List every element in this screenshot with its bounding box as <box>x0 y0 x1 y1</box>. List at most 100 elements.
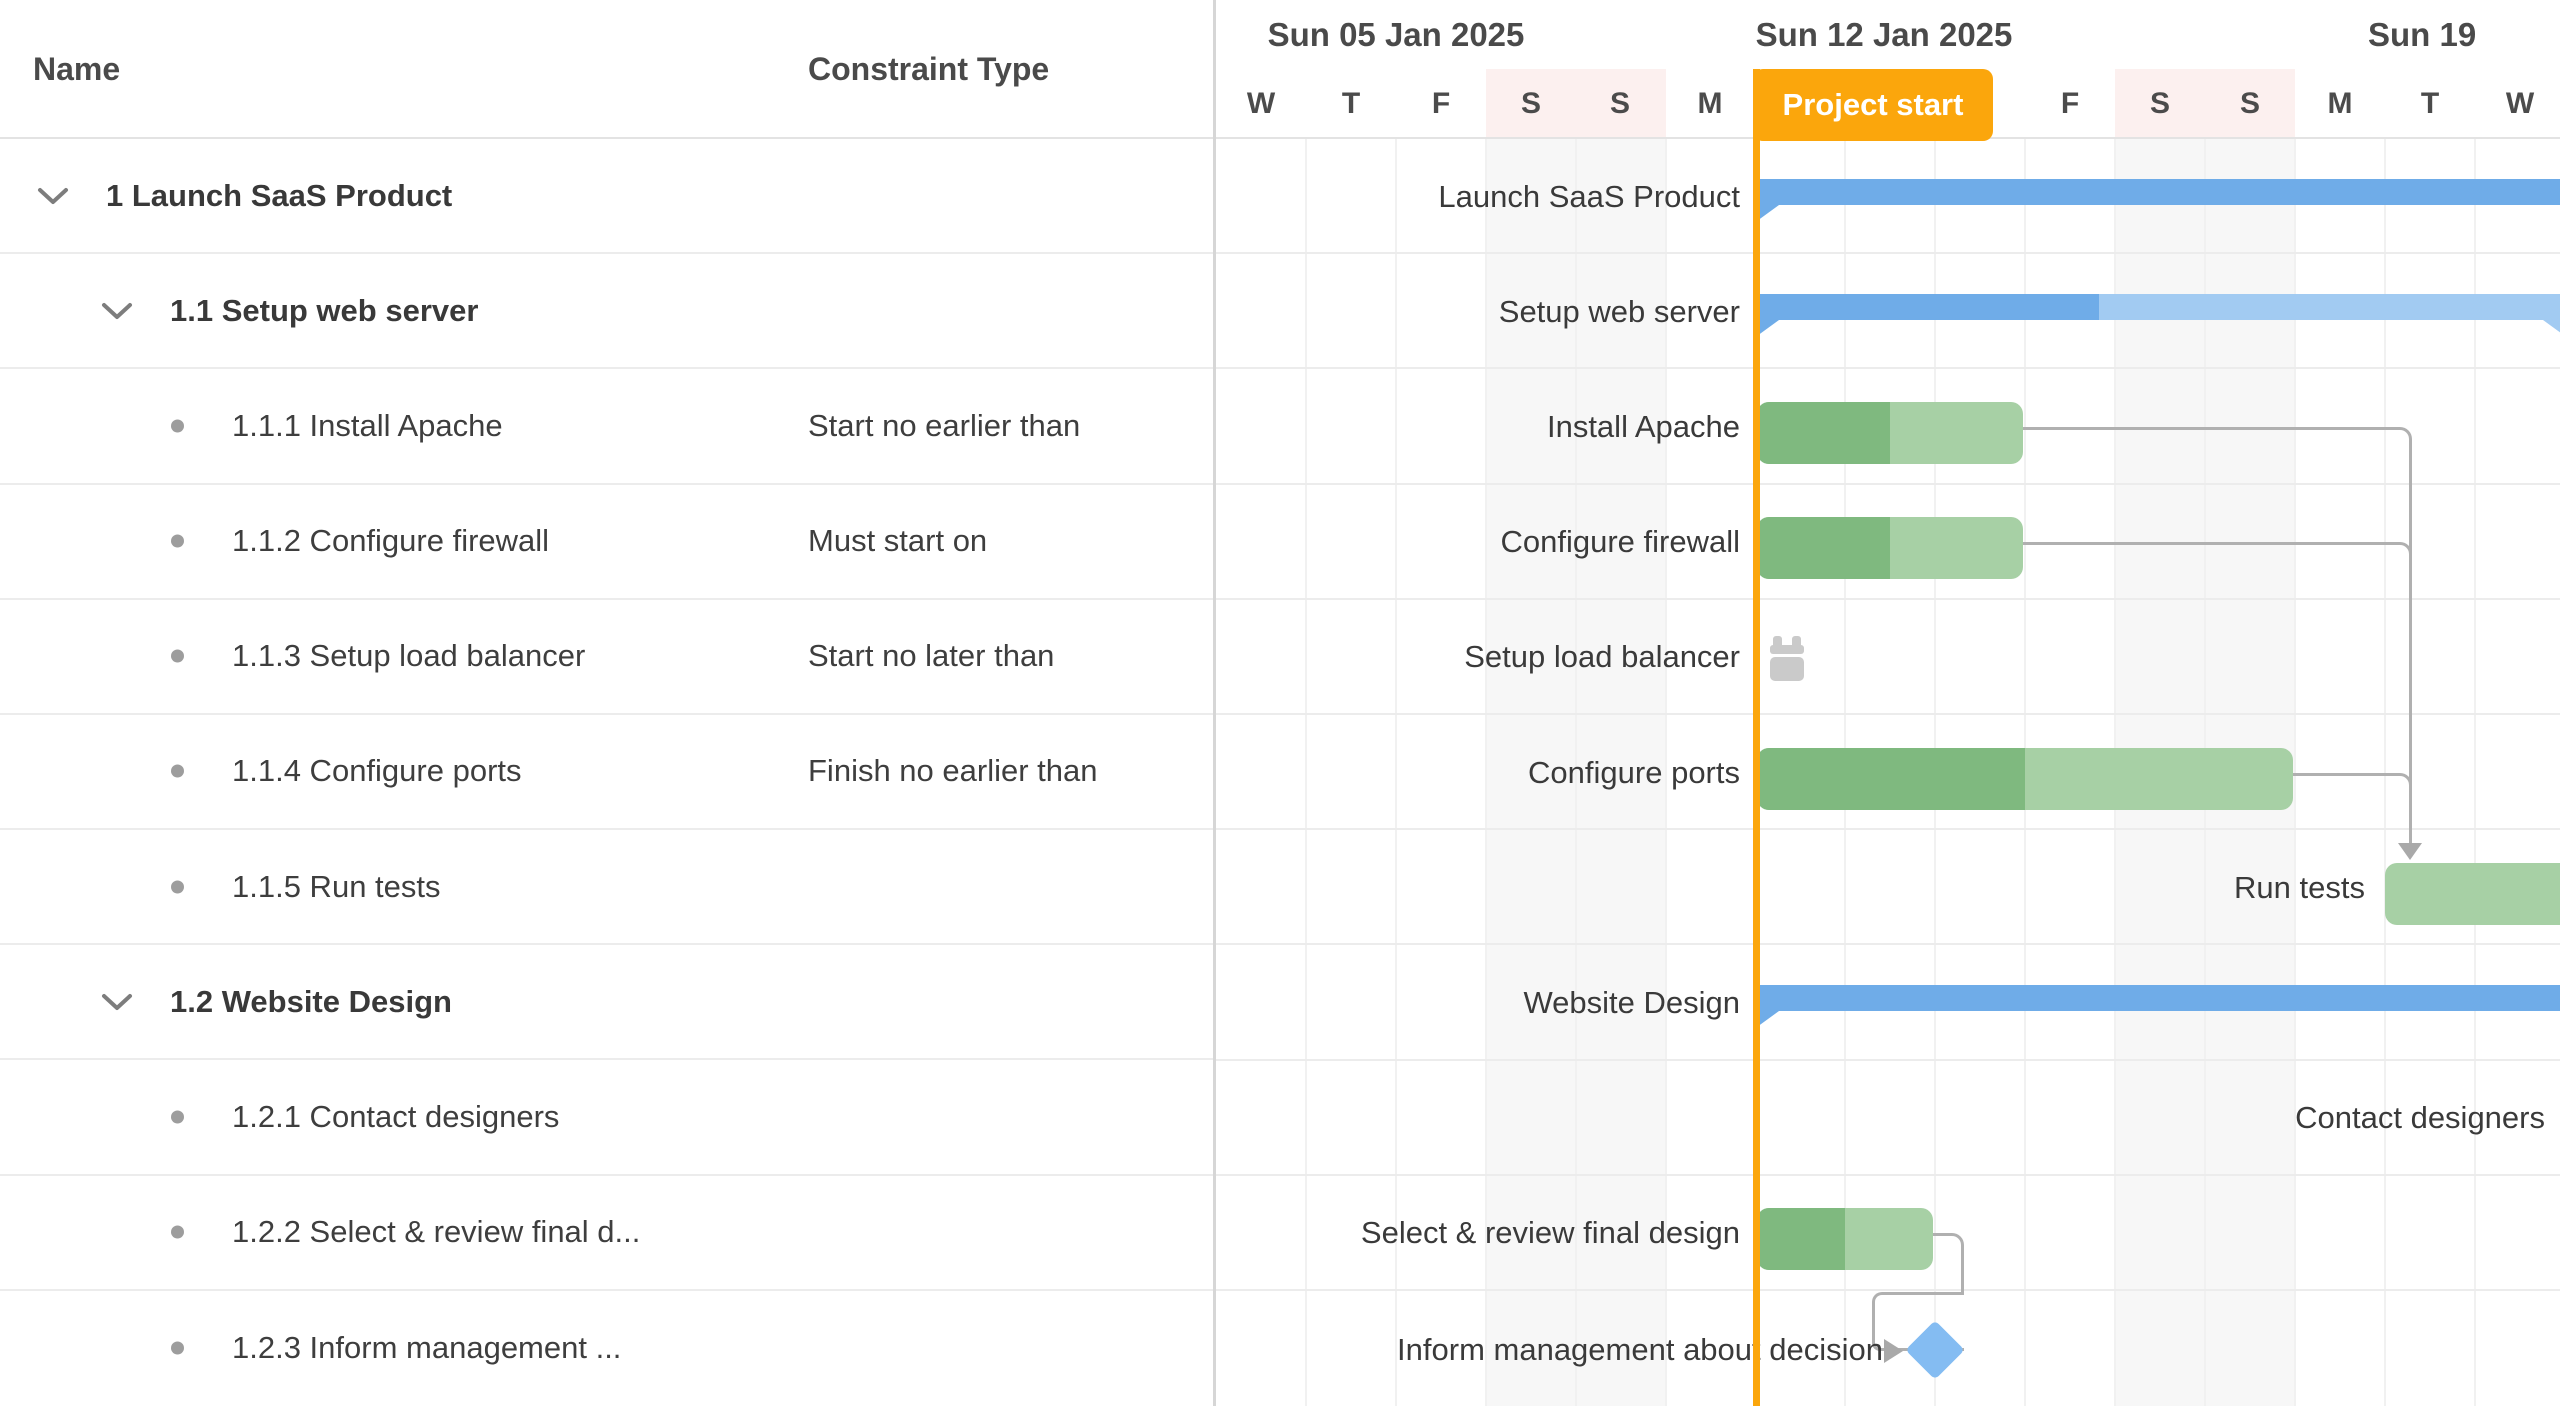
day-header-fri: F <box>1431 87 1451 120</box>
table-row-inform-management[interactable]: 1.2.3 Inform management ... <box>0 1291 1213 1406</box>
day-header-sun: S <box>2239 87 2260 120</box>
column-header-constraint-type[interactable]: Constraint Type <box>808 51 1050 87</box>
summary-progress <box>1757 293 2099 320</box>
leaf-bullet-icon <box>171 1225 184 1239</box>
bar-label-configure-ports: Configure ports <box>1528 754 1740 790</box>
leaf-bullet-icon <box>171 1341 184 1355</box>
bar-label-select-review-final-design: Select & review final design <box>1360 1215 1740 1251</box>
bar-label-website-design: Website Design <box>1523 984 1740 1020</box>
summary-bar-left-tab <box>1757 319 1779 336</box>
table-row-run-tests[interactable]: 1.1.5 Run tests <box>0 830 1213 946</box>
week-header-sun-05-jan: Sun 05 Jan 2025 <box>1267 15 1525 53</box>
day-gridline <box>1665 139 1667 1406</box>
leaf-bullet-icon <box>171 649 184 663</box>
weekend-shade-header <box>1486 69 1666 139</box>
row-border <box>1216 1288 2560 1291</box>
constraint-type-value[interactable]: Start no later than <box>808 638 1055 674</box>
bar-label-setup-load-balancer: Setup load balancer <box>1464 639 1740 675</box>
task-name: 1.2 Website Design <box>170 983 452 1019</box>
column-header-name[interactable]: Name <box>33 51 121 87</box>
gantt-chart-panel: Sun 05 Jan 2025 Sun 12 Jan 2025 Sun 19 W… <box>1216 0 2560 1406</box>
bar-label-configure-firewall: Configure firewall <box>1500 524 1741 560</box>
task-name: 1.1.2 Configure firewall <box>232 523 550 559</box>
day-gridline <box>1305 139 1307 1406</box>
table-row-select-review-final-design[interactable]: 1.2.2 Select & review final d... <box>0 1176 1213 1291</box>
chevron-down-icon[interactable] <box>100 992 134 1012</box>
bar-label-install-apache: Install Apache <box>1546 409 1740 444</box>
task-name: 1.1.4 Configure ports <box>232 753 522 789</box>
task-progress <box>1757 517 1890 580</box>
day-header-mon: M <box>2327 87 2353 120</box>
day-header-tue: T <box>2420 87 2440 120</box>
unscheduled-calendar-icon <box>1770 636 1804 681</box>
day-header-sat: S <box>1520 87 1541 120</box>
leaf-bullet-icon <box>171 764 184 778</box>
chevron-down-icon[interactable] <box>36 186 70 206</box>
task-name: 1.2.1 Contact designers <box>232 1099 560 1135</box>
leaf-bullet-icon <box>171 419 184 433</box>
constraint-type-value[interactable]: Must start on <box>808 523 988 559</box>
table-row-setup-web-server[interactable]: 1.1 Setup web server <box>0 254 1213 370</box>
task-progress <box>1757 402 1890 464</box>
table-row-launch-saas-product[interactable]: 1 Launch SaaS Product <box>0 139 1213 255</box>
task-bar-install-apache[interactable] <box>1757 402 2023 464</box>
bar-label-contact-designers: Contact designers <box>2295 1100 2545 1136</box>
chevron-down-icon[interactable] <box>100 301 134 321</box>
row-border <box>1216 367 2560 370</box>
summary-bar-right-tab <box>2543 319 2560 336</box>
table-row-contact-designers[interactable]: 1.2.1 Contact designers <box>0 1061 1213 1176</box>
day-header-mon: M <box>1697 87 1723 120</box>
task-bar-configure-ports[interactable] <box>1757 747 2293 810</box>
task-progress <box>1757 747 2025 810</box>
day-header-sat: S <box>2149 87 2170 120</box>
day-header-wed: W <box>2505 87 2535 120</box>
table-row-website-design[interactable]: 1.2 Website Design <box>0 945 1213 1061</box>
task-bar-configure-firewall[interactable] <box>1757 517 2023 580</box>
dependency-arrow-right-icon <box>1884 1339 1903 1363</box>
project-start-marker-line <box>1753 69 1760 1406</box>
constraint-type-value[interactable]: Start no earlier than <box>808 407 1081 443</box>
day-header-wed: W <box>1246 87 1276 120</box>
row-border <box>1216 828 2560 831</box>
panel-splitter[interactable] <box>1213 0 1216 1406</box>
task-progress <box>1757 1208 1845 1271</box>
day-header-sun: S <box>1609 87 1630 120</box>
bar-layer: Launch SaaS Product Setup web server Ins… <box>1216 0 2560 1406</box>
summary-bar-website-design[interactable] <box>1757 984 2560 1027</box>
task-name: 1.1.3 Setup load balancer <box>232 638 586 674</box>
dependency-line-select-review-to-milestone <box>1933 1233 1964 1296</box>
day-gridline <box>1395 139 1397 1406</box>
table-row-install-apache[interactable]: 1.1.1 Install Apache Start no earlier th… <box>0 369 1213 485</box>
task-name: 1.1.1 Install Apache <box>232 407 503 443</box>
row-border <box>1216 252 2560 255</box>
summary-bar-setup-web-server[interactable] <box>1757 293 2560 336</box>
task-name: 1.1.5 Run tests <box>232 868 441 904</box>
task-name: 1 Launch SaaS Product <box>106 177 453 213</box>
dependency-line-configure-ports-to-run-tests <box>2293 772 2412 847</box>
milestone-diamond-inform-management[interactable] <box>1905 1320 1965 1380</box>
constraint-type-value[interactable]: Finish no earlier than <box>808 753 1098 789</box>
row-border <box>1216 597 2560 600</box>
summary-bar-launch-saas-product[interactable] <box>1757 178 2560 221</box>
table-row-setup-load-balancer[interactable]: 1.1.3 Setup load balancer Start no later… <box>0 600 1213 715</box>
row-border <box>1216 1173 2560 1176</box>
bar-label-run-tests: Run tests <box>2234 869 2365 905</box>
day-header-fri: F <box>2060 87 2080 120</box>
dependency-arrow-down-icon <box>2398 843 2422 860</box>
bar-label-setup-web-server: Setup web server <box>1498 293 1740 329</box>
task-name: 1.2.2 Select & review final d... <box>232 1214 641 1250</box>
row-border <box>1216 943 2560 946</box>
task-bar-select-review-final-design[interactable] <box>1757 1208 1933 1271</box>
grid-header: Name Constraint Type <box>0 0 1213 139</box>
task-grid-panel: Name Constraint Type 1 Launch SaaS Produ… <box>0 0 1213 1406</box>
table-row-configure-firewall[interactable]: 1.1.2 Configure firewall Must start on <box>0 485 1213 600</box>
row-border <box>1216 482 2560 485</box>
task-bar-run-tests[interactable] <box>2385 862 2560 925</box>
week-header-sun-19: Sun 19 <box>2368 15 2477 53</box>
day-gridline <box>1575 139 1577 1406</box>
week-header-sun-12-jan: Sun 12 Jan 2025 <box>1755 15 2013 53</box>
table-row-configure-ports[interactable]: 1.1.4 Configure ports Finish no earlier … <box>0 715 1213 831</box>
bar-label-launch-saas-product: Launch SaaS Product <box>1438 178 1740 214</box>
weekend-shade-header <box>2115 69 2295 139</box>
